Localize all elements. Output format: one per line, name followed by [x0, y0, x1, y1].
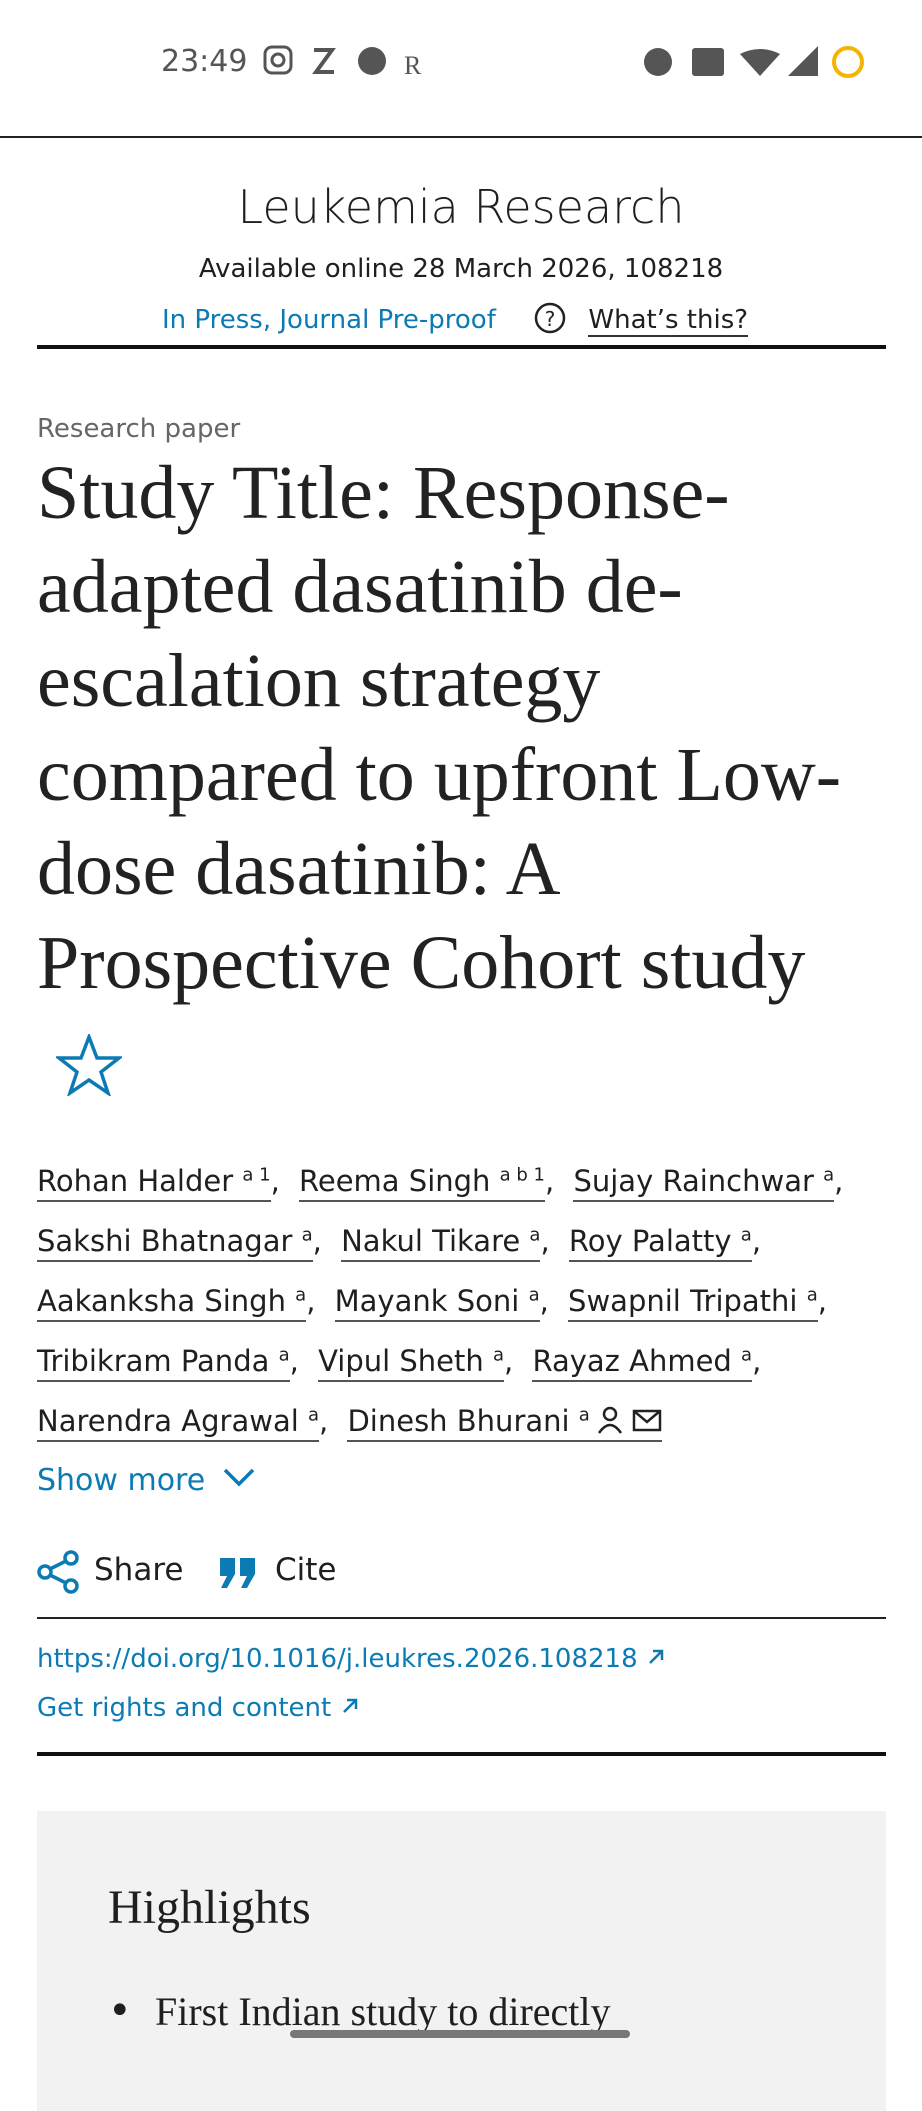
- show-more[interactable]: Show more: [37, 1462, 259, 1498]
- author[interactable]: Roy Palatty a: [568, 1223, 752, 1262]
- author[interactable]: Aakanksha Singh a: [37, 1283, 307, 1322]
- separator: ,: [752, 1344, 762, 1379]
- press-row: In Press, Journal Pre-proof ? What’s thi…: [162, 302, 749, 337]
- author-affiliation: a: [295, 1284, 307, 1306]
- separator: ,: [545, 1163, 555, 1198]
- status-icons: R: [263, 45, 422, 80]
- separator: ,: [319, 1404, 329, 1439]
- separator: ,: [834, 1163, 844, 1198]
- author-affiliation: a 1: [242, 1164, 271, 1185]
- star-icon[interactable]: [56, 1034, 122, 1096]
- share-icon[interactable]: [37, 1550, 81, 1594]
- cite[interactable]: Cite: [275, 1552, 337, 1588]
- author-name: Mayank Soni: [334, 1283, 520, 1318]
- author-affiliation: a: [278, 1344, 290, 1366]
- author[interactable]: Tribikram Panda a: [37, 1344, 290, 1383]
- separator: ,: [504, 1344, 514, 1379]
- author[interactable]: Reema Singh a b 1: [299, 1163, 546, 1202]
- doi[interactable]: https://doi.org/10.1016/j.leukres.2026.1…: [37, 1644, 638, 1674]
- journal-title[interactable]: Leukemia Research: [237, 180, 685, 234]
- status-bar: 23:49 R: [0, 0, 922, 138]
- author-name: Rayaz Ahmed: [532, 1344, 732, 1379]
- help-icon: ?: [534, 302, 566, 334]
- time: 23:49: [161, 44, 248, 79]
- home-indicator: [290, 2030, 630, 2038]
- author-name: Rohan Halder: [37, 1163, 234, 1198]
- author-list: Rohan Halder a 1, Reema Singh a b 1, Suj…: [37, 1148, 887, 1449]
- svg-text:?: ?: [545, 307, 556, 331]
- show-more-text[interactable]: Show more: [37, 1463, 206, 1498]
- svg-text:R: R: [404, 51, 422, 80]
- author-affiliation: a: [528, 1284, 540, 1306]
- author-affiliation: a: [301, 1224, 313, 1246]
- contact-icons: [597, 1407, 662, 1435]
- author-affiliation: a: [578, 1404, 590, 1426]
- separator: ,: [540, 1223, 550, 1258]
- author[interactable]: Sakshi Bhatnagar a: [37, 1223, 313, 1262]
- author-affiliation: a: [806, 1284, 818, 1306]
- external-icon: [649, 1649, 664, 1664]
- separator: ,: [312, 1223, 322, 1258]
- author-name: Sujay Rainchwar: [573, 1163, 814, 1198]
- rights[interactable]: Get rights and content: [37, 1693, 332, 1723]
- author-affiliation: a: [823, 1164, 835, 1185]
- rights-link[interactable]: Get rights and content: [37, 1693, 360, 1723]
- chevron: [223, 1468, 255, 1487]
- author[interactable]: Rayaz Ahmed a: [532, 1344, 753, 1383]
- whats-this[interactable]: What’s this?: [588, 305, 749, 337]
- author-name: Reema Singh: [299, 1163, 491, 1198]
- separator: ,: [751, 1223, 762, 1258]
- article-type: Research paper: [37, 414, 241, 444]
- author-name: Vipul Sheth: [318, 1344, 484, 1379]
- bullet: •: [108, 1988, 132, 2034]
- author-name: Nakul Tikare: [341, 1223, 521, 1258]
- system-icons: [644, 46, 864, 78]
- author-name: Tribikram Panda: [37, 1344, 270, 1379]
- separator: ,: [306, 1283, 316, 1318]
- doi-link[interactable]: https://doi.org/10.1016/j.leukres.2026.1…: [37, 1644, 666, 1674]
- author-affiliation: a: [308, 1404, 320, 1426]
- author[interactable]: Vipul Sheth a: [318, 1344, 505, 1383]
- author-name: Aakanksha Singh: [37, 1283, 286, 1318]
- highlights-box: [37, 1811, 886, 2111]
- status-link[interactable]: In Press, Journal Pre-proof: [162, 305, 496, 335]
- highlight-item: First Indian study to directly: [155, 1989, 611, 2034]
- separator: ,: [270, 1163, 280, 1198]
- author-affiliation: a: [529, 1224, 541, 1246]
- author[interactable]: Dinesh Bhurani a: [347, 1404, 662, 1443]
- author-affiliation: a b 1: [499, 1164, 546, 1185]
- share[interactable]: Share: [94, 1552, 184, 1588]
- author[interactable]: Rohan Halder a 1: [37, 1163, 271, 1202]
- separator: ,: [817, 1283, 827, 1318]
- author[interactable]: Mayank Soni a: [334, 1283, 540, 1322]
- author[interactable]: Sujay Rainchwar a: [573, 1163, 835, 1202]
- divider: [37, 1617, 886, 1619]
- highlights-heading: Highlights: [108, 1881, 311, 1934]
- separator: ,: [539, 1283, 549, 1318]
- author[interactable]: Nakul Tikare a: [341, 1223, 541, 1262]
- author-name: Roy Palatty: [568, 1223, 732, 1258]
- divider: [37, 1752, 886, 1756]
- availability: Available online 28 March 2026, 108218: [198, 254, 724, 284]
- author[interactable]: Narendra Agrawal a: [37, 1404, 320, 1443]
- divider: [37, 345, 886, 349]
- article-title: Study Title: Response-adapted dasatinib …: [37, 451, 842, 1005]
- author-name: Dinesh Bhurani: [347, 1404, 570, 1439]
- author-name: Narendra Agrawal: [37, 1404, 299, 1439]
- separator: ,: [289, 1344, 299, 1379]
- author-name: Swapnil Tripathi: [568, 1283, 798, 1318]
- external-icon: [342, 1698, 357, 1713]
- cite-icon[interactable]: [218, 1556, 258, 1590]
- author-affiliation: a: [492, 1344, 505, 1366]
- author[interactable]: Swapnil Tripathi a: [568, 1283, 818, 1322]
- author-affiliation: a: [741, 1344, 753, 1366]
- author-name: Sakshi Bhatnagar: [37, 1223, 293, 1258]
- author-affiliation: a: [740, 1224, 752, 1246]
